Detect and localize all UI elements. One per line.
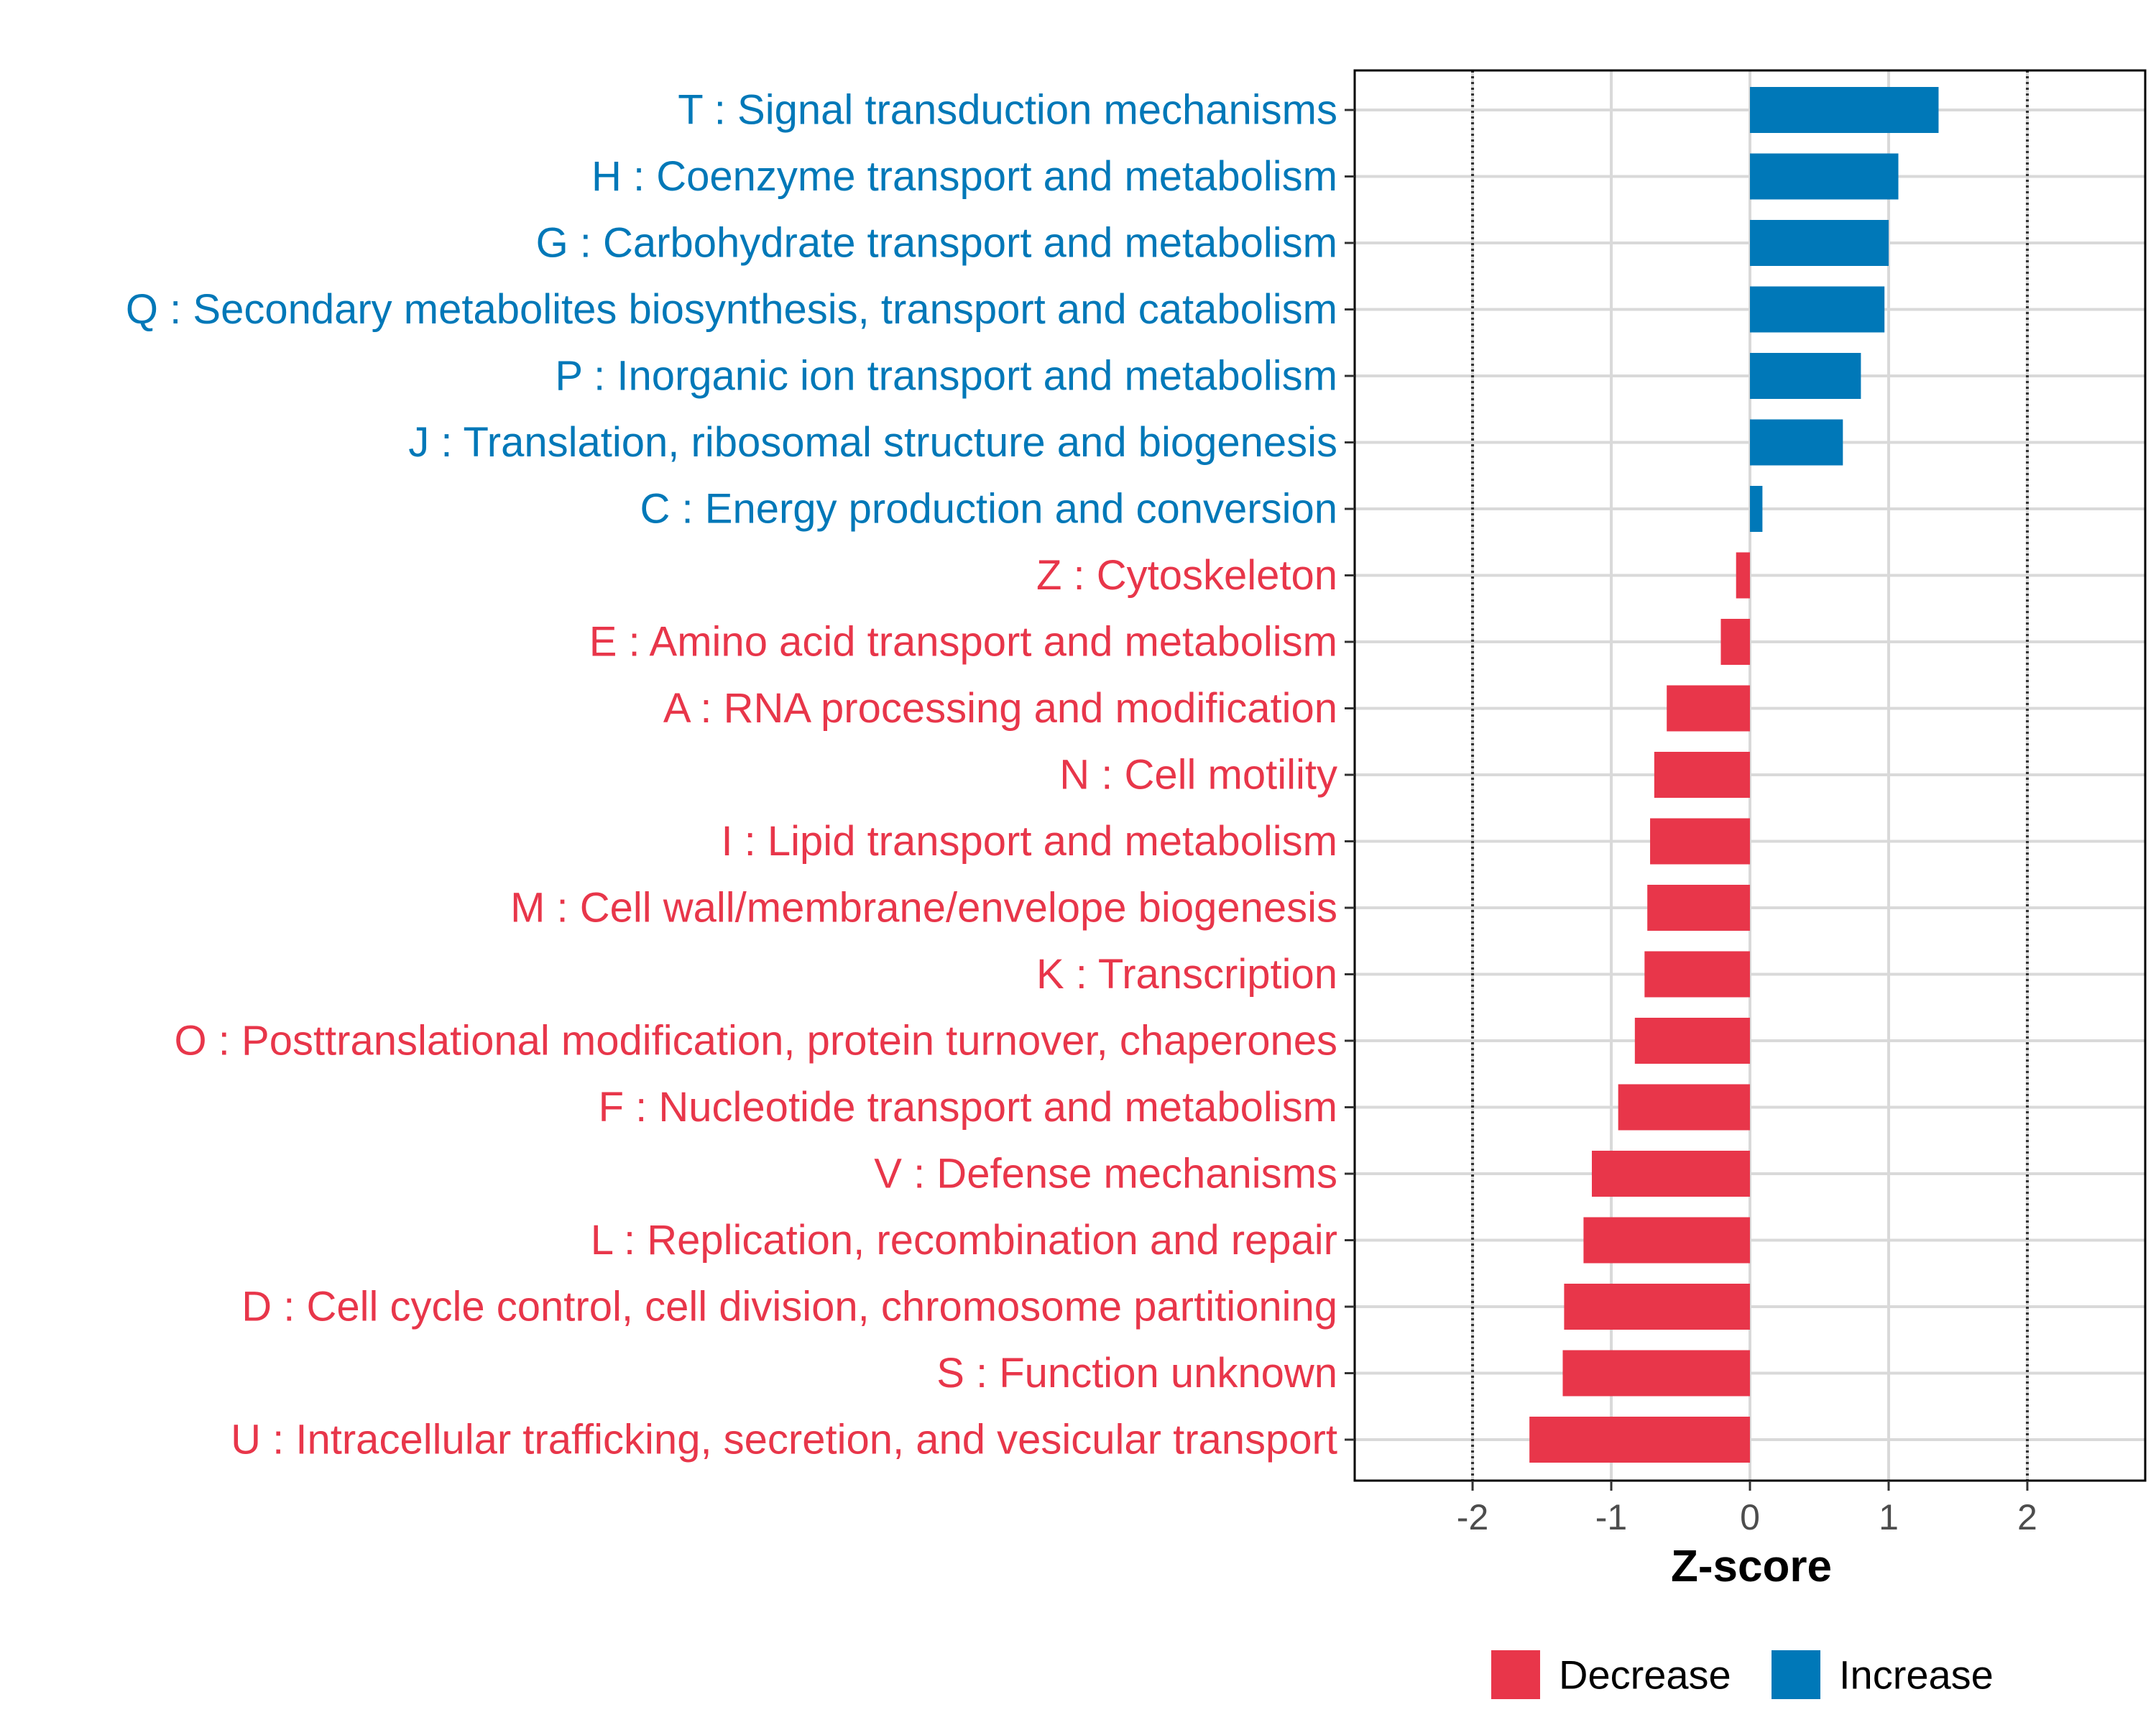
- category-label-20: U : Intracellular trafficking, secretion…: [231, 1417, 1337, 1463]
- bar-1: [1750, 153, 1899, 200]
- x-tick-label-1: -1: [1595, 1497, 1627, 1537]
- legend-label-decrease: Decrease: [1559, 1652, 1731, 1698]
- category-label-16: V : Defense mechanisms: [874, 1151, 1337, 1197]
- bar-13: [1644, 951, 1750, 998]
- category-label-12: M : Cell wall/membrane/envelope biogenes…: [510, 885, 1337, 932]
- bar-4: [1750, 353, 1861, 399]
- bar-8: [1720, 619, 1750, 665]
- category-label-8: E : Amino acid transport and metabolism: [589, 619, 1337, 666]
- category-label-9: A : RNA processing and modification: [663, 685, 1337, 732]
- y-axis-ticks: [1345, 109, 1355, 1441]
- category-label-18: D : Cell cycle control, cell division, c…: [241, 1284, 1337, 1330]
- x-tick-label-0: -2: [1457, 1497, 1488, 1537]
- bar-19: [1562, 1350, 1750, 1397]
- bar-16: [1592, 1151, 1750, 1197]
- bars: [1529, 87, 1939, 1463]
- y-axis-labels: T : Signal transduction mechanisms H : Co…: [126, 87, 1337, 1463]
- x-axis-ticks: [1471, 1481, 2029, 1491]
- category-label-10: N : Cell motility: [1059, 752, 1337, 799]
- bar-17: [1583, 1217, 1750, 1264]
- category-label-11: I : Lipid transport and metabolism: [721, 818, 1337, 865]
- category-label-2: G : Carbohydrate transport and metabolis…: [536, 220, 1337, 267]
- bar-6: [1750, 486, 1763, 532]
- x-tick-label-2: 0: [1740, 1497, 1760, 1537]
- x-axis-labels: -2 -1 0 1 2: [1457, 1497, 2037, 1537]
- category-label-15: F : Nucleotide transport and metabolism: [599, 1084, 1337, 1131]
- legend-label-increase: Increase: [1839, 1652, 1994, 1698]
- bar-5: [1750, 419, 1843, 466]
- category-label-3: Q : Secondary metabolites biosynthesis, …: [126, 286, 1337, 333]
- bar-9: [1667, 685, 1750, 732]
- legend-swatch-decrease: [1491, 1650, 1540, 1699]
- bar-2: [1750, 220, 1889, 266]
- bar-15: [1618, 1084, 1750, 1131]
- bar-0: [1750, 87, 1939, 133]
- category-label-4: P : Inorganic ion transport and metaboli…: [555, 353, 1337, 400]
- category-label-7: Z : Cytoskeleton: [1036, 552, 1337, 599]
- legend: Decrease Increase: [1491, 1650, 1994, 1699]
- category-label-17: L : Replication, recombination and repai…: [591, 1217, 1337, 1264]
- category-label-13: K : Transcription: [1036, 951, 1337, 998]
- bar-7: [1736, 552, 1750, 599]
- category-label-6: C : Energy production and conversion: [640, 486, 1337, 533]
- bar-20: [1529, 1417, 1750, 1463]
- x-tick-label-4: 2: [2017, 1497, 2037, 1537]
- category-label-14: O : Posttranslational modification, prot…: [175, 1018, 1337, 1064]
- category-label-0: T : Signal transduction mechanisms: [678, 87, 1337, 134]
- category-label-5: J : Translation, ribosomal structure and…: [408, 419, 1337, 466]
- category-label-1: H : Coenzyme transport and metabolism: [591, 153, 1337, 200]
- bar-11: [1650, 818, 1750, 865]
- bar-12: [1647, 885, 1750, 931]
- bar-18: [1564, 1284, 1750, 1330]
- legend-swatch-increase: [1772, 1650, 1820, 1699]
- category-label-19: S : Function unknown: [936, 1350, 1337, 1397]
- bar-14: [1634, 1018, 1750, 1064]
- bar-3: [1750, 286, 1885, 333]
- x-axis-title: Z-score: [1671, 1542, 1832, 1591]
- bar-10: [1654, 752, 1750, 798]
- x-tick-label-3: 1: [1879, 1497, 1899, 1537]
